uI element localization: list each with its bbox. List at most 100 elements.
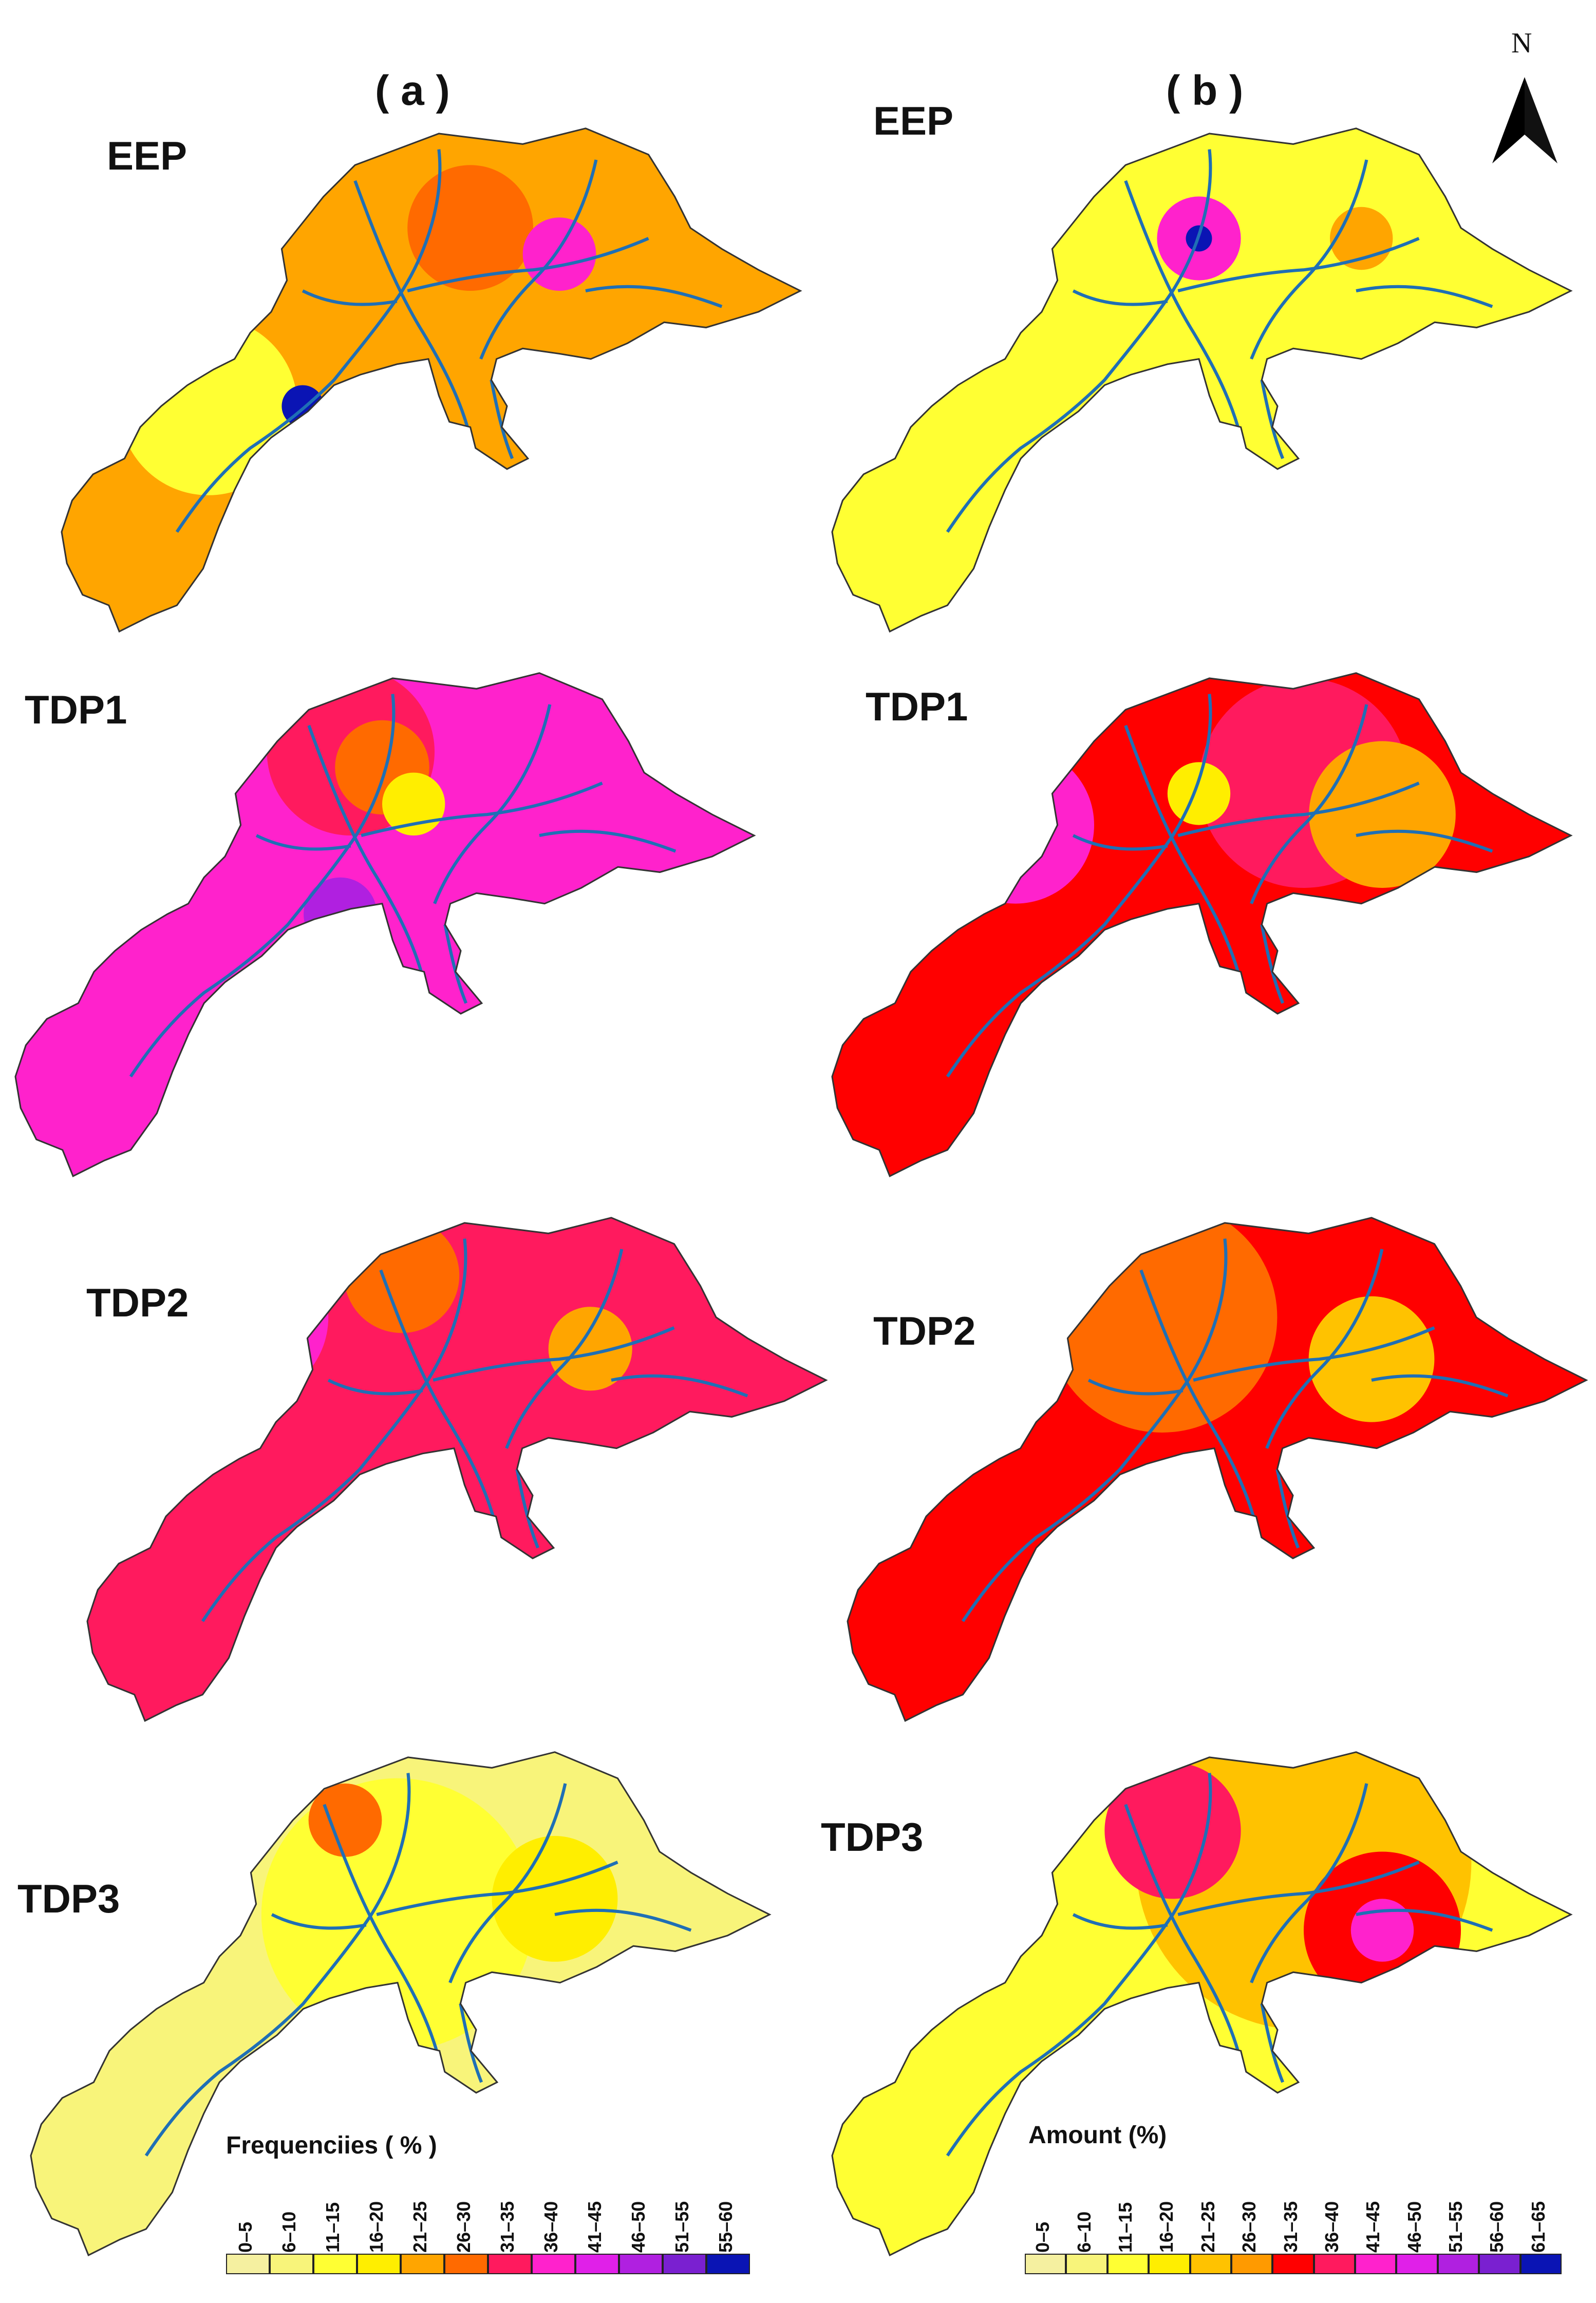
river-line — [376, 1861, 618, 1916]
hotspot — [382, 772, 445, 835]
map-a-tdp2 — [86, 1217, 828, 1722]
legend-b-title: Amount (%) — [1028, 2122, 1167, 2149]
river-line — [946, 1773, 1212, 2157]
river-line — [1356, 285, 1493, 308]
hotspot — [160, 1233, 329, 1401]
river-line — [505, 1249, 624, 1449]
map-a-tdp1 — [14, 672, 756, 1178]
hotspot — [1167, 762, 1231, 825]
column-label-a: ( a ) — [375, 67, 450, 114]
region-border — [86, 1217, 828, 1722]
river-line — [1139, 1269, 1258, 1528]
river-line — [539, 829, 677, 853]
region-border — [30, 1751, 772, 2257]
map-region-fill — [62, 128, 801, 632]
river-line — [585, 285, 723, 308]
river-line — [459, 2003, 483, 2083]
hotspot — [1046, 1217, 1278, 1433]
river-line — [433, 1326, 675, 1382]
map-a-eep — [61, 127, 802, 633]
region-border — [831, 1751, 1573, 2257]
legend-a-title: Frequenciies ( % ) — [226, 2132, 437, 2159]
river-line — [1177, 782, 1420, 837]
river-line — [946, 694, 1212, 1078]
river-line — [554, 1908, 692, 1932]
river-line — [1260, 379, 1285, 459]
hotspot — [910, 1265, 1047, 1401]
region-border — [847, 1217, 1588, 1722]
hotspot — [1309, 741, 1456, 888]
map-b-tdp3 — [831, 1751, 1573, 2257]
river-line — [1275, 1469, 1300, 1549]
hotspot — [548, 1307, 632, 1391]
river-line — [1072, 289, 1168, 306]
river-line — [271, 1913, 367, 1930]
map-region-fill — [832, 673, 1571, 1176]
river-line — [1124, 180, 1243, 438]
river-line — [327, 1379, 423, 1396]
river-line — [490, 379, 514, 459]
hotspot — [874, 1265, 947, 1339]
hotspot — [304, 877, 377, 951]
river-line — [175, 149, 442, 533]
row-label-a-tdp3: TDP3 — [17, 1876, 120, 1921]
row-label-b-tdp1: TDP1 — [866, 684, 968, 729]
hotspot — [1330, 207, 1393, 270]
hotspot — [234, 1275, 287, 1328]
column-label-b: ( b ) — [1166, 67, 1244, 114]
hotspot — [1350, 1899, 1414, 1962]
river-line — [961, 1238, 1228, 1622]
river-line — [307, 725, 426, 983]
map-b-tdp2 — [847, 1217, 1588, 1722]
river-line — [1124, 725, 1243, 983]
hotspot — [344, 1217, 460, 1333]
region-border — [831, 672, 1573, 1178]
row-label-b-tdp3: TDP3 — [821, 1814, 924, 1860]
river-line — [1260, 924, 1285, 1004]
river-line — [1250, 1783, 1368, 1983]
river-line — [361, 782, 603, 837]
row-label-b-eep: EEP — [873, 98, 954, 143]
river-line — [1371, 1374, 1509, 1398]
river-line — [433, 704, 552, 904]
hotspot — [1308, 1296, 1435, 1422]
river-line — [1193, 1326, 1435, 1382]
river-line — [1087, 1379, 1184, 1396]
river-line — [479, 159, 598, 360]
river-line — [201, 1238, 467, 1622]
map-region-fill — [15, 673, 755, 1176]
river-line — [144, 1773, 411, 2157]
hotspot — [308, 1784, 382, 1857]
region-border — [831, 127, 1573, 633]
river-line — [1072, 1913, 1168, 1930]
map-a-tdp3 — [30, 1751, 772, 2257]
river-line — [1356, 829, 1493, 853]
river-line — [1265, 1249, 1384, 1449]
row-label-a-tdp1: TDP1 — [25, 687, 127, 732]
river-line — [302, 289, 398, 306]
row-label-a-tdp2: TDP2 — [86, 1280, 189, 1325]
river-line — [407, 237, 649, 292]
river-line — [946, 149, 1212, 533]
hotspot — [853, 154, 1021, 323]
river-line — [611, 1374, 748, 1398]
hotspot — [31, 1752, 240, 1957]
river-line — [255, 834, 351, 851]
region-border — [14, 672, 756, 1178]
river-line — [323, 1804, 441, 2062]
hotspot — [119, 317, 297, 495]
river-line — [1124, 1804, 1243, 2062]
river-line — [443, 924, 468, 1004]
hotspot — [1104, 1762, 1241, 1899]
river-line — [1250, 159, 1368, 360]
map-b-eep — [831, 127, 1573, 633]
river-line — [1177, 1861, 1420, 1916]
river-line — [448, 1783, 567, 1983]
river-line — [1177, 237, 1420, 292]
river-line — [1072, 834, 1168, 851]
north-label: N — [1511, 27, 1532, 59]
river-line — [515, 1469, 540, 1549]
river-line — [129, 694, 396, 1078]
hotspot — [492, 1836, 618, 1962]
